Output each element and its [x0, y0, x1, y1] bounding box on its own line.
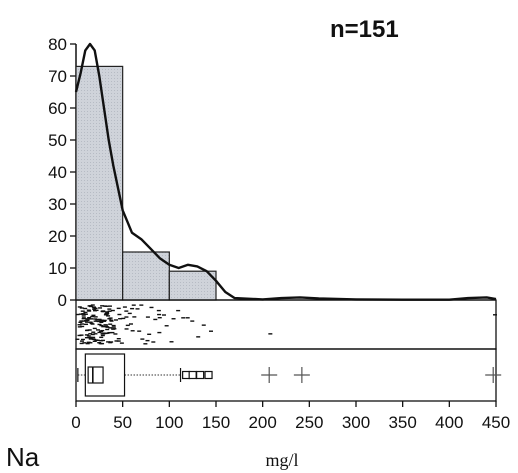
x-tick-label-350: 350	[388, 413, 416, 432]
y-tick-label-30: 30	[48, 195, 67, 214]
y-tick-label-60: 60	[48, 99, 67, 118]
y-tick-label-80: 80	[48, 35, 67, 54]
x-tick-label-400: 400	[435, 413, 463, 432]
boxplot-outlier-3	[204, 370, 213, 380]
boxplot-outlier-1	[188, 370, 197, 380]
histogram-bars	[75, 65, 217, 301]
boxplot-box	[84, 353, 126, 397]
labels-layer: n=151 Na mg/l	[6, 16, 399, 472]
x-tick-label-100: 100	[155, 413, 183, 432]
histogram-bar-2	[168, 270, 217, 301]
y-tick-label-20: 20	[48, 227, 67, 246]
boxplot-frame	[75, 348, 497, 402]
element-label: Na	[6, 442, 40, 472]
dotplot-frame	[75, 299, 497, 350]
boxplot-inner-box	[87, 366, 104, 384]
y-tick-label-0: 0	[58, 291, 67, 310]
x-tick-label-300: 300	[342, 413, 370, 432]
x-tick-label-50: 50	[113, 413, 132, 432]
x-axis-label: mg/l	[265, 450, 298, 470]
x-tick-label-0: 0	[71, 413, 80, 432]
x-tick-label-150: 150	[202, 413, 230, 432]
density-curve-layer	[74, 42, 497, 301]
dotplot-strip	[75, 299, 497, 350]
boxplot-strip	[75, 348, 502, 402]
density-curve	[74, 42, 497, 301]
sample-count-label: n=151	[330, 16, 399, 43]
boxplot-outlier-2	[196, 370, 205, 380]
y-tick-label-40: 40	[48, 163, 67, 182]
y-tick-label-70: 70	[48, 67, 67, 86]
y-tick-label-50: 50	[48, 131, 67, 150]
histogram-bar-0	[75, 65, 124, 301]
y-tick-label-10: 10	[48, 259, 67, 278]
x-tick-label-450: 450	[482, 413, 510, 432]
x-tick-label-250: 250	[295, 413, 323, 432]
x-tick-label-200: 200	[248, 413, 276, 432]
